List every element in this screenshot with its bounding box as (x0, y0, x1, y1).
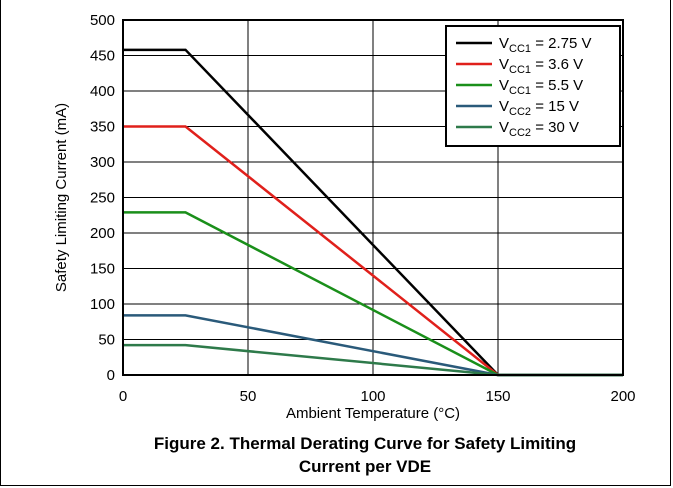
y-tick-label: 350 (90, 119, 115, 136)
legend-label: VCC2 = 30 V (499, 119, 579, 139)
y-tick-label: 200 (90, 225, 115, 242)
caption-line-2: Current per VDE (298, 457, 432, 476)
x-tick-label: 50 (240, 388, 257, 405)
x-tick-label: 100 (360, 388, 385, 405)
y-axis-label: Safety Limiting Current (mA) (53, 103, 70, 292)
y-tick-label: 400 (90, 83, 115, 100)
y-tick-label: 300 (90, 154, 115, 171)
x-tick-label: 150 (485, 388, 510, 405)
y-tick-label: 100 (90, 296, 115, 313)
legend-label: VCC1 = 5.5 V (499, 77, 583, 97)
legend-label: VCC1 = 2.75 V (499, 35, 592, 55)
y-tick-label: 0 (107, 367, 115, 384)
y-tick-label: 50 (98, 332, 115, 349)
derating-chart: 0 50 100 150 200 0 50 100 150 200 250 300 350 400 450… (53, 12, 636, 422)
y-tick-label: 450 (90, 48, 115, 65)
y-tick-label: 150 (90, 261, 115, 278)
x-tick-label: 0 (119, 388, 127, 405)
legend-label: VCC1 = 3.6 V (499, 56, 583, 76)
y-tick-label: 250 (90, 190, 115, 207)
x-axis-label: Ambient Temperature (°C) (286, 405, 460, 422)
caption-line-1: Figure 2. Thermal Derating Curve for Saf… (153, 434, 577, 453)
y-tick-labels: 0 50 100 150 200 250 300 350 400 450 500 (90, 12, 115, 384)
figure-caption: Figure 2. Thermal Derating Curve for Saf… (60, 432, 670, 478)
x-tick-labels: 0 50 100 150 200 (119, 388, 636, 405)
x-tick-label: 200 (610, 388, 635, 405)
y-tick-label: 500 (90, 12, 115, 29)
legend-label: VCC2 = 15 V (499, 98, 579, 118)
plot-area-border (122, 19, 624, 376)
